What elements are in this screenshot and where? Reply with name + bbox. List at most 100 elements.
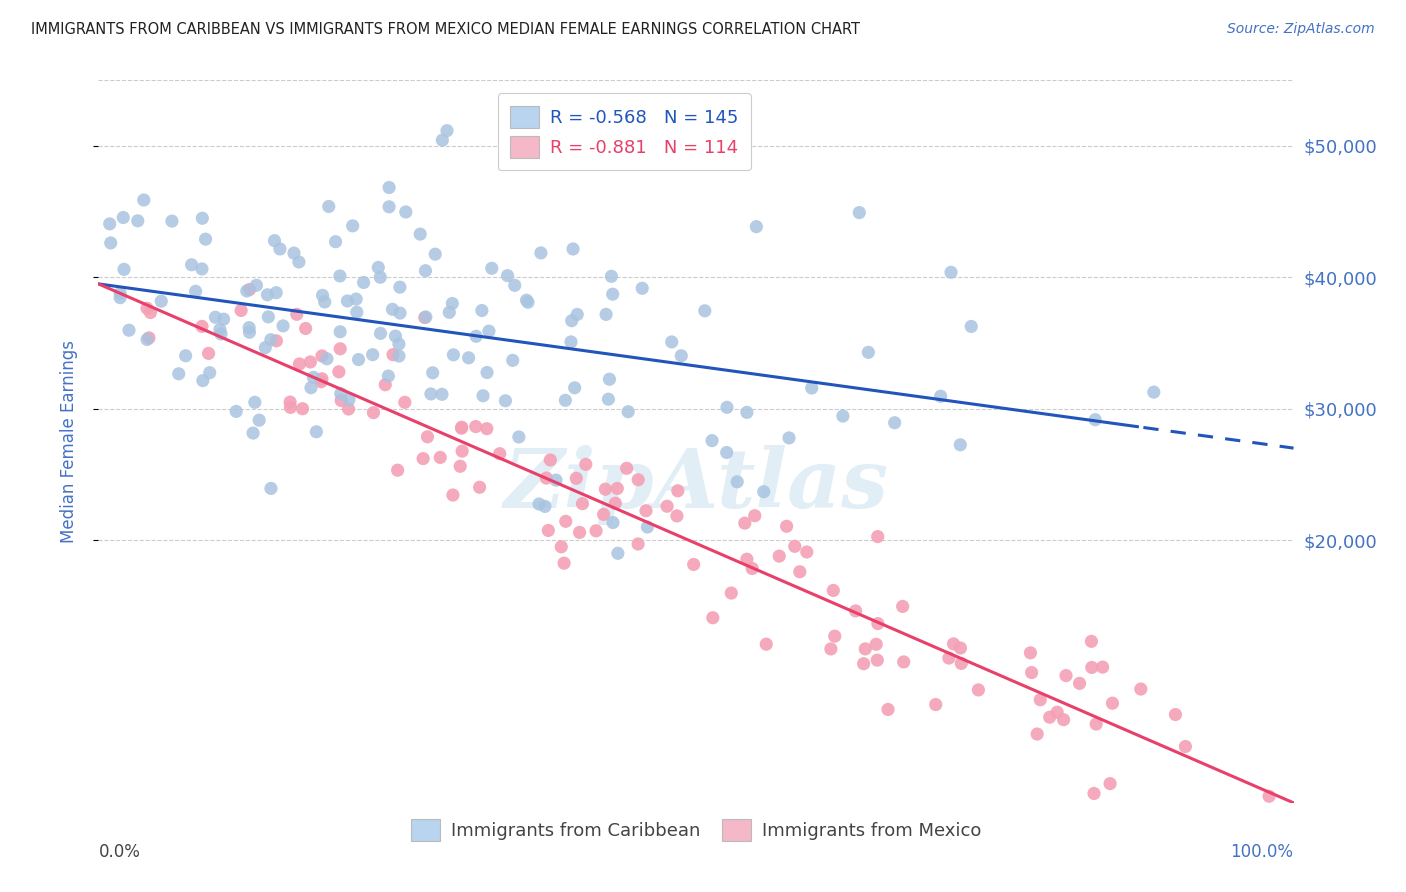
Point bbox=[139, 305, 162, 319]
Text: Source: ZipAtlas.com: Source: ZipAtlas.com bbox=[1227, 22, 1375, 37]
Point bbox=[671, 349, 693, 363]
Point bbox=[702, 611, 724, 625]
Point bbox=[565, 471, 588, 485]
Point bbox=[429, 450, 451, 465]
Point bbox=[247, 413, 270, 427]
Point bbox=[389, 306, 412, 320]
Point bbox=[118, 323, 141, 337]
Point bbox=[655, 500, 678, 514]
Point bbox=[112, 262, 135, 277]
Point bbox=[1054, 668, 1077, 682]
Point bbox=[606, 546, 628, 560]
Point bbox=[866, 530, 889, 544]
Point bbox=[299, 381, 322, 395]
Point bbox=[536, 471, 558, 485]
Point bbox=[544, 473, 567, 487]
Point bbox=[598, 372, 620, 386]
Point bbox=[475, 366, 498, 380]
Point bbox=[191, 262, 214, 277]
Point bbox=[553, 556, 575, 570]
Point bbox=[824, 629, 846, 643]
Point bbox=[381, 302, 404, 317]
Point bbox=[439, 305, 461, 319]
Point bbox=[191, 319, 214, 334]
Point bbox=[665, 508, 688, 523]
Point bbox=[716, 445, 738, 459]
Point bbox=[415, 310, 437, 324]
Point bbox=[568, 525, 591, 540]
Point bbox=[337, 392, 360, 407]
Point bbox=[1085, 717, 1108, 731]
Point bbox=[1164, 707, 1187, 722]
Text: 100.0%: 100.0% bbox=[1230, 843, 1294, 861]
Point bbox=[481, 261, 503, 276]
Point bbox=[260, 333, 283, 347]
Point bbox=[430, 387, 453, 401]
Point bbox=[316, 351, 339, 366]
Point bbox=[436, 123, 458, 137]
Point bbox=[416, 430, 439, 444]
Point bbox=[167, 367, 190, 381]
Point bbox=[1099, 776, 1122, 790]
Point bbox=[562, 242, 585, 256]
Point bbox=[775, 519, 797, 533]
Point bbox=[942, 637, 965, 651]
Point bbox=[464, 419, 486, 434]
Point bbox=[209, 326, 232, 341]
Point bbox=[344, 292, 367, 306]
Point bbox=[634, 504, 657, 518]
Point bbox=[561, 314, 583, 328]
Point bbox=[382, 348, 405, 362]
Point bbox=[225, 404, 247, 418]
Point bbox=[208, 322, 231, 336]
Point bbox=[337, 402, 360, 417]
Point bbox=[1019, 646, 1042, 660]
Point bbox=[1029, 693, 1052, 707]
Point bbox=[311, 372, 333, 386]
Point bbox=[666, 483, 689, 498]
Point bbox=[741, 561, 763, 575]
Point bbox=[269, 242, 291, 256]
Point bbox=[755, 637, 778, 651]
Point bbox=[700, 434, 723, 448]
Point bbox=[783, 539, 806, 553]
Point bbox=[197, 346, 219, 360]
Point bbox=[598, 392, 620, 407]
Point bbox=[852, 657, 875, 671]
Legend: Immigrants from Caribbean, Immigrants from Mexico: Immigrants from Caribbean, Immigrants fr… bbox=[404, 812, 988, 848]
Point bbox=[567, 307, 589, 321]
Point bbox=[735, 552, 758, 566]
Point bbox=[229, 303, 252, 318]
Point bbox=[820, 642, 842, 657]
Point bbox=[98, 217, 121, 231]
Point bbox=[1083, 787, 1105, 801]
Point bbox=[800, 381, 823, 395]
Point bbox=[502, 353, 524, 368]
Point bbox=[1174, 739, 1197, 754]
Point bbox=[243, 395, 266, 409]
Point bbox=[938, 651, 960, 665]
Point bbox=[314, 295, 336, 310]
Point bbox=[264, 285, 287, 300]
Point bbox=[778, 431, 800, 445]
Point bbox=[1101, 696, 1123, 710]
Point bbox=[1026, 727, 1049, 741]
Point bbox=[329, 268, 352, 283]
Point bbox=[305, 425, 328, 439]
Point bbox=[789, 565, 811, 579]
Point bbox=[378, 180, 401, 194]
Point bbox=[329, 386, 352, 401]
Point bbox=[160, 214, 183, 228]
Point bbox=[517, 295, 540, 310]
Point bbox=[388, 337, 411, 351]
Point bbox=[245, 278, 267, 293]
Point bbox=[419, 387, 441, 401]
Point bbox=[291, 401, 314, 416]
Point bbox=[132, 193, 155, 207]
Point bbox=[194, 232, 217, 246]
Point bbox=[595, 307, 617, 321]
Point bbox=[949, 438, 972, 452]
Point bbox=[734, 516, 756, 530]
Point bbox=[716, 401, 738, 415]
Point bbox=[527, 497, 550, 511]
